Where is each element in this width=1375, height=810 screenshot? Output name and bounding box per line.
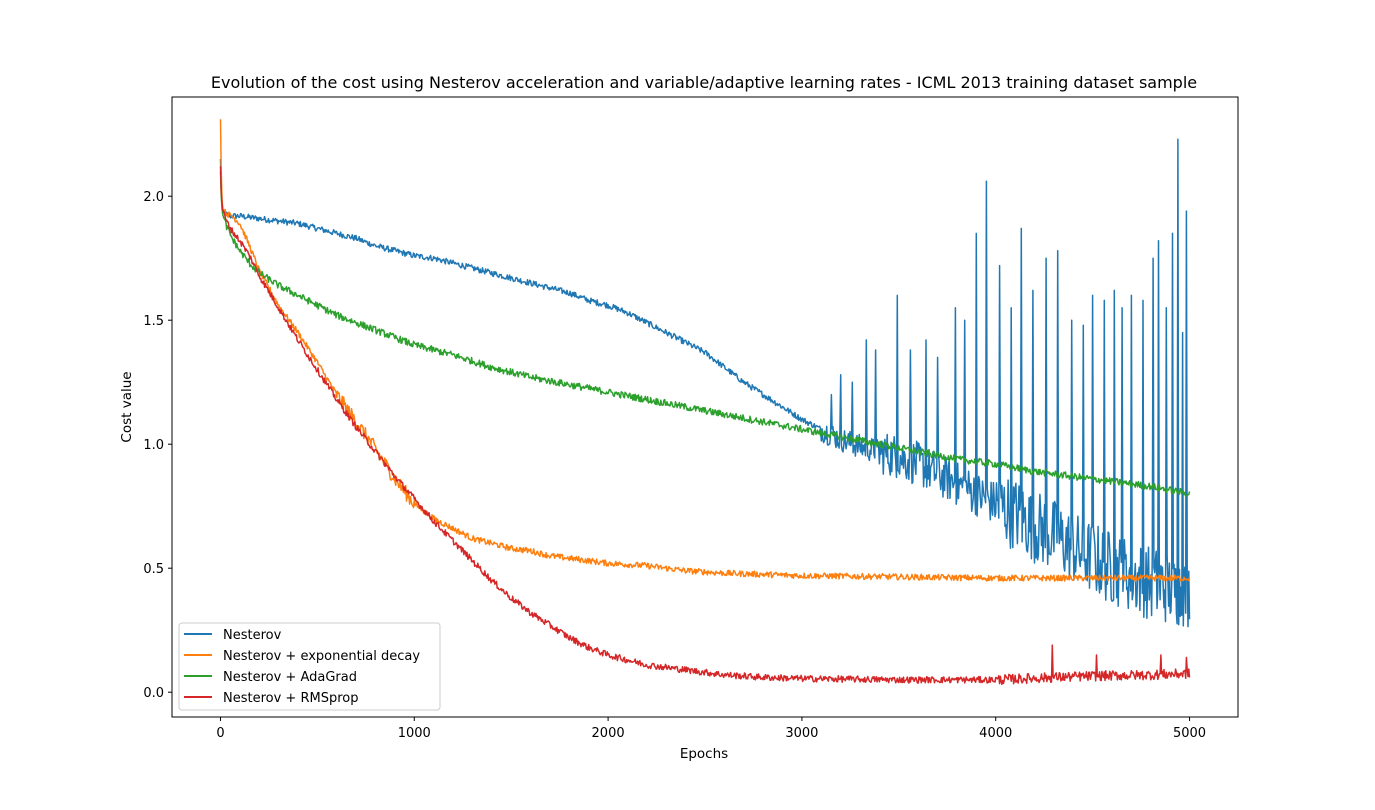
chart-title: Evolution of the cost using Nesterov acc… <box>211 73 1197 92</box>
x-tick-label: 5000 <box>1173 726 1206 741</box>
y-tick-label: 0.5 <box>143 562 164 577</box>
series-line-nesterov-rmsprop <box>219 166 1191 686</box>
series-line-nesterov-adagrad <box>219 171 1191 497</box>
x-tick-label: 3000 <box>785 726 818 741</box>
x-tick-label: 0 <box>216 726 224 741</box>
legend: Nesterov Nesterov + exponential decay Nest… <box>178 622 441 711</box>
y-tick-label: 0.0 <box>143 686 164 701</box>
y-tick-label: 2.0 <box>143 190 164 205</box>
x-tick-label: 2000 <box>592 726 625 741</box>
ticks-layer: 0 1000 2000 3000 4000 5000 0.0 0.5 1.0 1.5 2.0 <box>143 190 1206 741</box>
legend-label-nesterov: Nesterov <box>223 628 282 643</box>
legend-label-nesterov-adagrad: Nesterov + AdaGrad <box>223 670 357 685</box>
y-tick-label: 1.0 <box>143 438 164 453</box>
y-axis-label: Cost value <box>119 371 135 442</box>
x-tick-label: 1000 <box>398 726 431 741</box>
legend-box <box>178 622 441 711</box>
x-tick-label: 4000 <box>979 726 1012 741</box>
legend-label-nesterov-rmsprop: Nesterov + RMSprop <box>223 691 358 706</box>
series-line-nesterov <box>219 138 1191 628</box>
plot-frame <box>171 96 1239 718</box>
series-layer <box>219 119 1191 686</box>
legend-label-nesterov-exponential-decay: Nesterov + exponential decay <box>223 649 420 664</box>
y-tick-label: 1.5 <box>143 314 164 329</box>
x-axis-label: Epochs <box>680 746 728 762</box>
